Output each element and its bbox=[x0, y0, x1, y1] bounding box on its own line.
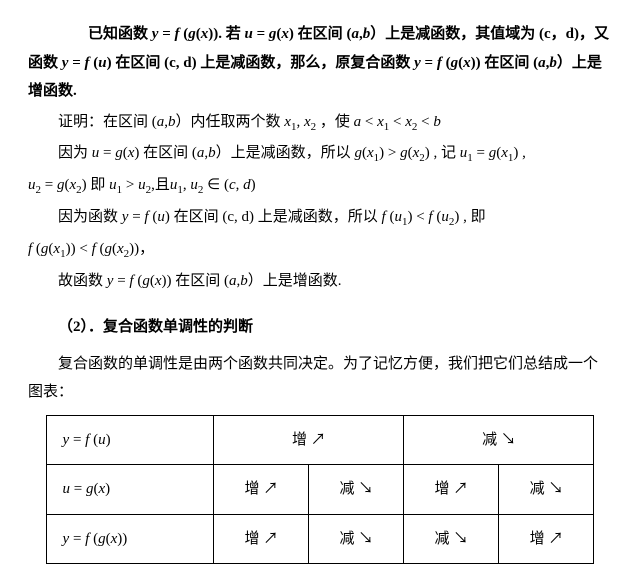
cell: 减 ↘ bbox=[404, 514, 499, 564]
proof-line-4: 因为函数 y = f (u) 在区间 (c, d) 上是减函数，所以 f (u1… bbox=[28, 203, 612, 233]
proof-conclusion: 故函数 y = f (g(x)) 在区间 (a,b）上是增函数. bbox=[28, 267, 612, 296]
cell: 增 ↗ bbox=[214, 514, 309, 564]
section-intro: 复合函数的单调性是由两个函数共同决定。为了记忆方便，我们把它们总结成一个图表： bbox=[28, 350, 612, 407]
cell: 增 ↗ bbox=[214, 465, 309, 515]
row-head: y = f (g(x)) bbox=[46, 514, 214, 564]
table-row: y = f (u) 增 ↗ 减 ↘ bbox=[46, 415, 594, 465]
cell: 减 ↘ bbox=[309, 465, 404, 515]
theorem-statement: 已知函数 y = f (g(x)). 若 u = g(x) 在区间 (a,b）上… bbox=[28, 20, 612, 106]
cell: 增 ↗ bbox=[499, 514, 594, 564]
proof-line-2: 因为 u = g(x) 在区间 (a,b）上是减函数，所以 g(x1) > g(… bbox=[28, 139, 612, 169]
cell: 减 ↘ bbox=[499, 465, 594, 515]
table-row: y = f (g(x)) 增 ↗ 减 ↘ 减 ↘ 增 ↗ bbox=[46, 514, 594, 564]
cell: 增 ↗ bbox=[214, 415, 404, 465]
cell: 减 ↘ bbox=[309, 514, 404, 564]
cell: 减 ↘ bbox=[404, 415, 594, 465]
table-row: u = g(x) 增 ↗ 减 ↘ 增 ↗ 减 ↘ bbox=[46, 465, 594, 515]
section-heading: （2）．复合函数单调性的判断 bbox=[28, 313, 612, 342]
text: 已知函数 y = f (g(x)). 若 u = g(x) 在区间 (a,b）上… bbox=[28, 20, 612, 106]
row-head: y = f (u) bbox=[46, 415, 214, 465]
proof-line-5: f (g(x1)) < f (g(x2))， bbox=[28, 235, 612, 265]
proof-line-3: u2 = g(x2) 即 u1 > u2,且u1, u2 ∈ (c, d) bbox=[28, 171, 612, 201]
monotonicity-table: y = f (u) 增 ↗ 减 ↘ u = g(x) 增 ↗ 减 ↘ 增 ↗ 减… bbox=[46, 415, 595, 565]
row-head: u = g(x) bbox=[46, 465, 214, 515]
proof-line-1: 证明：在区间 (a,b）内任取两个数 x1, x2 ，使 a < x1 < x2… bbox=[28, 108, 612, 138]
cell: 增 ↗ bbox=[404, 465, 499, 515]
